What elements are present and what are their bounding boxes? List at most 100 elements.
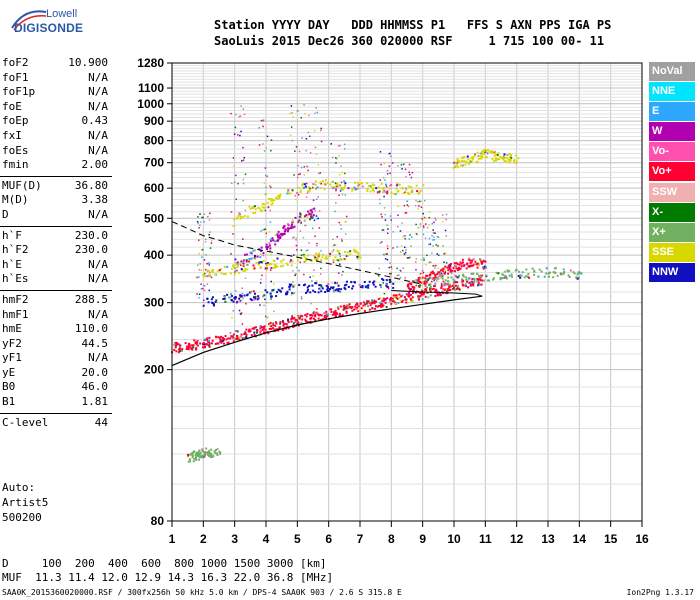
y-tick-label: 400 — [144, 248, 164, 262]
param-value: 2.00 — [81, 158, 109, 172]
echo-point — [188, 345, 191, 348]
echo-point — [441, 268, 444, 271]
echo-point — [274, 328, 277, 331]
echo-point — [515, 160, 518, 163]
echo-point — [319, 187, 322, 190]
echo-point — [563, 271, 566, 274]
echo-point — [453, 279, 456, 282]
echo-point — [275, 295, 278, 298]
echo-point — [482, 267, 485, 270]
echo-point — [339, 314, 342, 317]
echo-point — [509, 155, 512, 158]
echo-point — [463, 264, 466, 267]
echo-point — [209, 274, 212, 277]
echo-point — [439, 294, 442, 297]
echo-point — [241, 269, 244, 272]
echo-point — [226, 265, 229, 268]
echo-point — [265, 146, 267, 149]
echo-point — [469, 284, 472, 287]
echo-point — [269, 198, 272, 201]
echo-point — [416, 281, 419, 284]
echo-point — [314, 188, 317, 191]
echo-point — [412, 291, 415, 294]
y-tick-label: 1280 — [137, 56, 164, 70]
echo-point — [266, 268, 269, 271]
echo-point — [397, 189, 400, 192]
echo-point — [437, 245, 439, 247]
echo-point — [513, 159, 516, 162]
echo-point — [486, 279, 489, 282]
echo-point — [320, 314, 323, 317]
echo-point — [452, 278, 455, 281]
echo-point — [384, 298, 387, 301]
echo-point — [312, 275, 314, 277]
echo-point — [422, 212, 424, 215]
echo-point — [447, 265, 450, 268]
echo-point — [446, 266, 449, 269]
echo-point — [245, 260, 248, 263]
echo-point — [180, 349, 183, 352]
echo-point — [216, 454, 219, 457]
echo-point — [234, 297, 237, 300]
echo-point — [248, 291, 251, 294]
echo-point — [260, 230, 262, 233]
echo-point — [287, 230, 290, 233]
echo-point — [286, 190, 289, 193]
echo-point — [339, 305, 342, 308]
echo-point — [434, 288, 437, 291]
echo-point — [303, 215, 306, 218]
echo-point — [246, 293, 249, 296]
echo-point — [433, 239, 435, 241]
echo-point — [293, 225, 296, 228]
echo-point — [341, 314, 344, 317]
echo-point — [545, 267, 548, 270]
echo-point — [338, 253, 341, 255]
echo-point — [264, 328, 267, 331]
echo-point — [218, 341, 221, 344]
echo-point — [479, 275, 482, 278]
echo-point — [277, 288, 280, 291]
y-tick-label: 1100 — [138, 81, 164, 95]
param-row-clevel: C-level 44 — [0, 416, 112, 431]
echo-point — [241, 299, 243, 302]
echo-point — [399, 230, 402, 232]
echo-point — [339, 257, 342, 260]
echo-point — [282, 225, 285, 228]
echo-point — [208, 336, 211, 339]
echo-point — [307, 169, 309, 172]
echo-point — [455, 161, 458, 164]
echo-point — [306, 312, 309, 315]
echo-point — [253, 292, 256, 295]
echo-point — [184, 342, 187, 345]
echo-point — [453, 270, 456, 273]
echo-point — [397, 165, 399, 167]
echo-point — [277, 230, 280, 233]
echo-point — [493, 154, 496, 157]
echo-point — [556, 274, 559, 277]
echo-point — [195, 347, 198, 350]
echo-point — [315, 311, 318, 314]
echo-point — [281, 329, 284, 332]
echo-point — [270, 149, 272, 152]
echo-point — [208, 345, 211, 348]
echo-point — [436, 293, 439, 296]
echo-point — [248, 260, 251, 263]
echo-point — [264, 267, 267, 270]
echo-point — [383, 162, 386, 165]
echo-point — [434, 276, 437, 279]
echo-point — [286, 325, 289, 328]
echo-point — [482, 259, 485, 262]
echo-point — [246, 263, 249, 266]
echo-point — [338, 154, 340, 157]
echo-point — [316, 242, 318, 245]
echo-point — [295, 238, 297, 241]
echo-point — [187, 346, 190, 349]
echo-point — [200, 456, 203, 459]
echo-point — [305, 320, 308, 323]
echo-point — [369, 304, 372, 307]
echo-point — [255, 261, 258, 264]
echo-point — [238, 271, 241, 274]
echo-point — [442, 245, 444, 247]
echo-point — [508, 152, 511, 155]
x-tick-label: 16 — [635, 532, 649, 546]
